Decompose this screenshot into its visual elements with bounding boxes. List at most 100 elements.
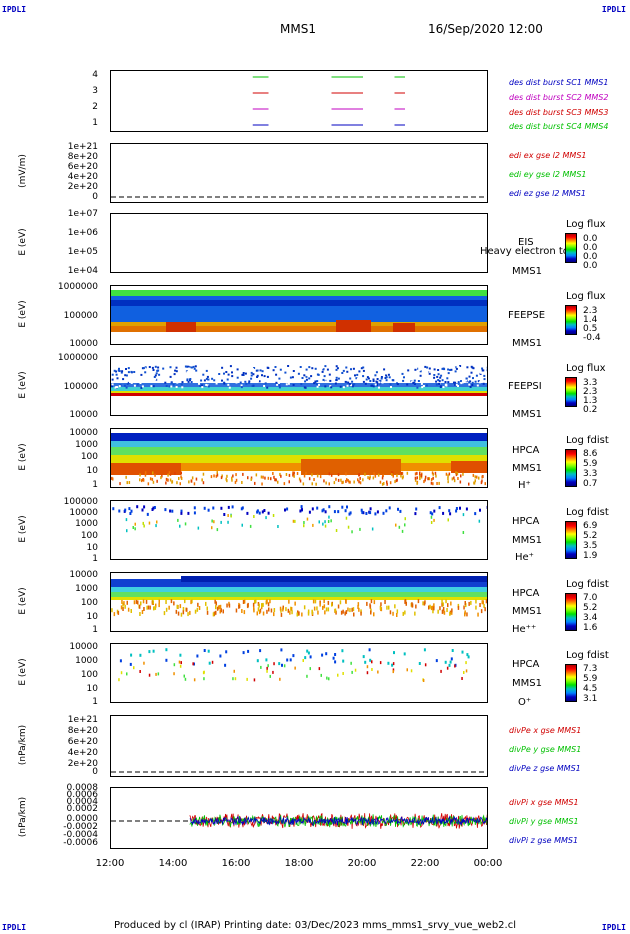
spectrogram-pixel (451, 608, 453, 613)
spectrogram-pixel (359, 481, 362, 485)
spectrogram-pixel (463, 605, 465, 610)
spectrogram-pixel (300, 505, 303, 509)
legend-entry: edi ez gse l2 MMS1 (509, 189, 586, 198)
spectrogram-pixel (444, 365, 447, 368)
y-tick: 0.0006 (66, 790, 99, 800)
spectrogram-pixel (299, 366, 302, 368)
spectrogram-pixel (433, 509, 436, 513)
spectrogram-pixel (305, 375, 308, 378)
spectrogram-pixel (298, 477, 301, 481)
spectrogram-pixel (468, 383, 471, 386)
spectrogram-pixel (416, 386, 419, 389)
spectrogram-pixel (243, 610, 246, 615)
spectrogram-pixel (317, 610, 319, 615)
spectrogram-pixel (158, 373, 161, 376)
spectrogram-pixel (406, 668, 408, 672)
spectrogram-pixel (358, 370, 361, 373)
spectrogram-pixel (186, 378, 189, 381)
spectrogram-pixel (320, 673, 322, 677)
spectrogram-pixel (142, 521, 144, 525)
spectrogram-pixel (474, 380, 477, 383)
spectrogram-pixel (406, 383, 409, 386)
spectrogram-pixel (288, 473, 291, 477)
spectrogram-pixel (446, 377, 449, 380)
spectrogram-pixel (220, 520, 222, 524)
spectrogram-pixel (362, 478, 364, 482)
spectrogram-pixel (174, 369, 177, 372)
spectrogram-pixel (168, 605, 170, 610)
spectrogram-pixel (296, 472, 299, 475)
spectrogram-pixel (291, 610, 293, 615)
spectrogram-pixel (297, 372, 300, 375)
spectrogram-pixel (226, 378, 229, 381)
spectrogram-pixel (469, 386, 472, 388)
spectrogram-pixel (347, 479, 349, 483)
spectrogram-pixel (334, 653, 337, 656)
spectrogram-pixel (426, 366, 429, 369)
spectrogram-pixel (145, 599, 148, 604)
spectrogram-pixel (256, 611, 258, 616)
spectrogram-pixel (441, 367, 444, 370)
spectrogram-pixel (155, 372, 158, 375)
spectrogram-pixel (179, 604, 182, 609)
panel-divpe (110, 715, 488, 777)
spectrogram-pixel (142, 478, 145, 482)
spectrogram-pixel (263, 385, 266, 387)
spectrogram-pixel (277, 480, 279, 484)
spectrogram-pixel (235, 478, 238, 482)
y-tick: 1 (92, 480, 98, 490)
spectrogram-pixel (430, 515, 433, 519)
colorbar-value: 5.9 (583, 459, 598, 469)
spectrogram-pixel (444, 378, 447, 381)
spectrogram-pixel (337, 473, 340, 477)
spectrogram-pixel (349, 480, 351, 484)
spectrogram-pixel (235, 380, 238, 382)
spectrogram-pixel (355, 370, 358, 373)
spectrogram-pixel (124, 508, 127, 512)
spectrogram-pixel (139, 653, 142, 657)
spectrogram-pixel (347, 381, 350, 384)
spectrogram-pixel (311, 473, 313, 477)
spectrogram-pixel (423, 480, 425, 484)
colorbar-value: -0.4 (583, 333, 601, 343)
spectrogram-pixel (383, 482, 385, 485)
spectrogram-pixel (401, 529, 404, 533)
y-tick: 2 (92, 102, 98, 112)
colorbar-value: 3.5 (583, 541, 598, 551)
spectrogram-pixel (241, 481, 243, 484)
y-tick: 8e+20 (67, 726, 98, 736)
y-tick: 1e+21 (67, 142, 98, 152)
spectrogram-pixel (211, 519, 213, 523)
y-tick: 10 (86, 466, 98, 476)
spectrogram-pixel (352, 367, 355, 370)
spectrogram-pixel (428, 605, 430, 610)
spectrogram-pixel (142, 367, 145, 370)
spectrogram-pixel (417, 599, 420, 604)
spectrogram-pixel (221, 474, 223, 478)
spectrogram-pixel (221, 379, 223, 382)
spectrogram-pixel (299, 479, 302, 483)
spectrogram-pixel (211, 660, 214, 664)
spectrogram-pixel (396, 478, 398, 482)
colorbar-value: 1.6 (583, 623, 598, 633)
spectrogram-pixel (335, 610, 337, 615)
spectrogram-pixel (442, 609, 444, 614)
panel-hpca-he (110, 500, 488, 560)
spectrogram-pixel (417, 378, 420, 381)
spectrogram-pixel (428, 367, 431, 370)
spectrogram-pixel (413, 379, 416, 382)
spectrogram-pixel (248, 382, 251, 384)
spectrogram-pixel (150, 385, 153, 388)
spectrogram-pixel (147, 482, 150, 486)
spectrogram-pixel (227, 373, 230, 376)
colorbar-value: 1.4 (583, 315, 598, 325)
y-tick: 1 (92, 625, 98, 635)
spectrogram-pixel (136, 383, 139, 386)
spectrogram-pixel (402, 377, 405, 380)
spectrogram-pixel (130, 370, 133, 373)
spectrogram-pixel (158, 599, 160, 604)
spectrogram-pixel (169, 375, 172, 378)
spectrogram-pixel (459, 365, 462, 367)
spectrogram-pixel (450, 657, 453, 661)
spectrogram-pixel (354, 374, 356, 377)
